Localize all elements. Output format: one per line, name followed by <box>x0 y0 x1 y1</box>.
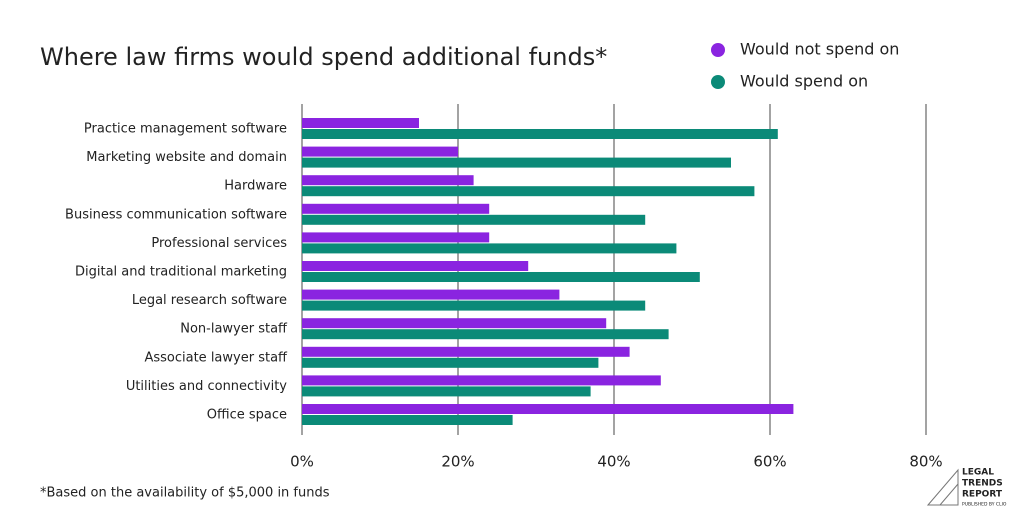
bar <box>302 375 661 386</box>
chart-title: Where law firms would spend additional f… <box>40 43 607 71</box>
y-tick-label: Office space <box>207 408 287 423</box>
logo: LEGAL TRENDS REPORT PUBLISHED BY CLIO <box>926 468 1007 508</box>
x-tick-label: 20% <box>441 453 474 471</box>
bar <box>302 146 458 157</box>
y-tick-label: Associate lawyer staff <box>144 350 288 365</box>
bar <box>302 129 778 139</box>
bar <box>302 272 700 282</box>
bar <box>302 289 560 300</box>
bar <box>302 346 630 357</box>
bar <box>302 203 490 214</box>
bar <box>302 232 490 243</box>
legend-marker <box>711 43 725 57</box>
bar <box>302 357 599 368</box>
y-tick-label: Non-lawyer staff <box>180 322 288 337</box>
logo-mark <box>926 468 959 506</box>
y-tick-label: Hardware <box>224 179 287 194</box>
bar <box>302 214 646 225</box>
legend-label: Would spend on <box>740 72 868 91</box>
bar <box>302 404 794 414</box>
bar <box>302 175 474 186</box>
y-tick-label: Digital and traditional marketing <box>75 265 287 280</box>
x-tick-label: 80% <box>909 453 942 471</box>
x-tick-label: 40% <box>597 453 630 471</box>
bar <box>302 300 646 311</box>
y-tick-label: Business communication software <box>65 207 287 222</box>
bar <box>302 157 731 168</box>
y-tick-label: Utilities and connectivity <box>126 379 287 394</box>
bar <box>302 243 677 254</box>
bar <box>302 386 591 397</box>
bar <box>302 415 513 425</box>
bar <box>302 318 607 329</box>
legend-label: Would not spend on <box>740 40 899 59</box>
logo-text: REPORT <box>962 490 1003 500</box>
x-tick-label: 60% <box>753 453 786 471</box>
y-tick-label: Professional services <box>151 236 287 251</box>
footnote: *Based on the availability of $5,000 in … <box>40 486 330 501</box>
y-tick-label: Practice management software <box>84 122 287 137</box>
legend-marker <box>711 75 725 89</box>
bar <box>302 329 669 340</box>
y-tick-label: Legal research software <box>132 293 287 308</box>
bar <box>302 186 755 197</box>
y-tick-label: Marketing website and domain <box>86 150 287 165</box>
x-tick-label: 0% <box>290 453 314 471</box>
logo-text: TRENDS <box>962 479 1003 489</box>
logo-byline: PUBLISHED BY CLIO <box>962 502 1007 508</box>
bar <box>302 118 419 128</box>
bar <box>302 261 529 271</box>
logo-text: LEGAL <box>962 468 994 478</box>
